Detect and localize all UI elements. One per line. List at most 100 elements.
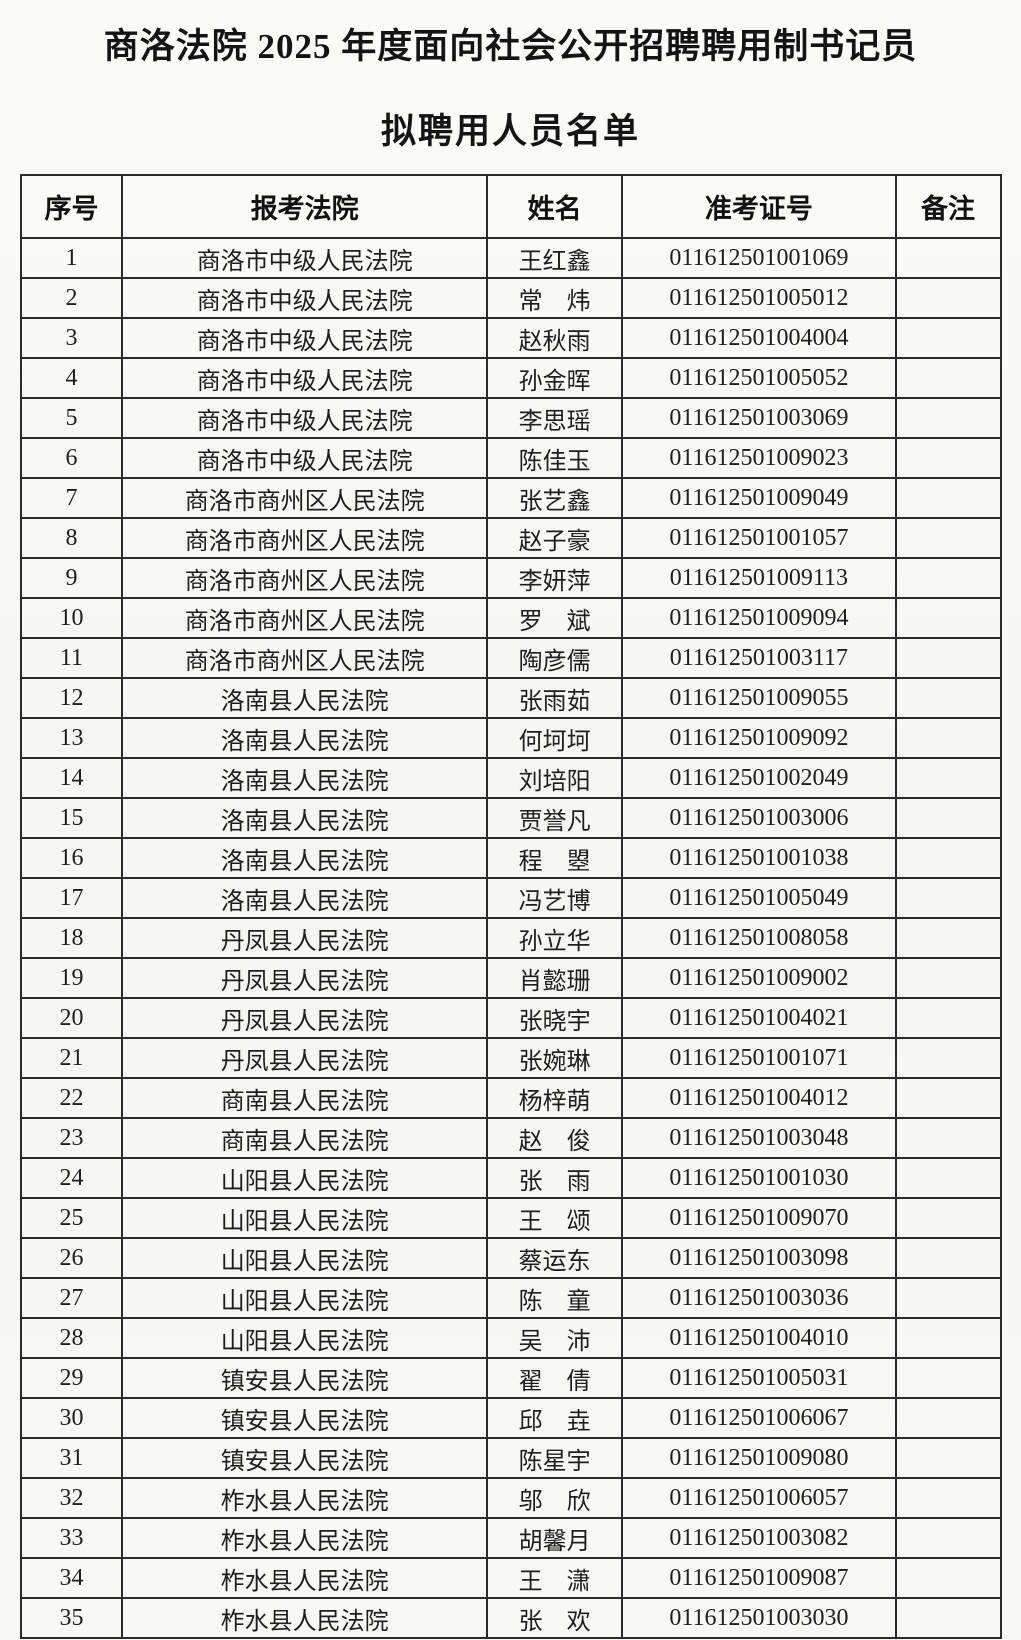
cell-court: 山阳县人民法院 — [121, 1157, 488, 1199]
cell-ticket: 011612501009113 — [621, 557, 897, 599]
cell-ticket: 011612501005031 — [621, 1357, 897, 1399]
cell-court: 山阳县人民法院 — [121, 1237, 488, 1279]
cell-name: 张 欢 — [485, 1597, 624, 1639]
cell-name: 孙金晖 — [485, 357, 624, 399]
cell-court: 洛南县人民法院 — [121, 717, 488, 759]
cell-name: 邱 垚 — [485, 1397, 624, 1439]
cell-court: 山阳县人民法院 — [121, 1197, 488, 1239]
cell-court: 柞水县人民法院 — [121, 1477, 488, 1519]
cell-note — [894, 997, 1002, 1039]
cell-court: 洛南县人民法院 — [121, 797, 488, 839]
cell-no: 4 — [19, 357, 124, 399]
cell-name: 冯艺博 — [485, 877, 624, 919]
cell-ticket: 011612501005012 — [621, 277, 897, 319]
cell-name: 王 潇 — [485, 1557, 624, 1599]
cell-name: 陈星宇 — [485, 1437, 624, 1479]
cell-ticket: 011612501005052 — [621, 357, 897, 399]
table-row: 8 商洛市商州区人民法院 赵子豪 011612501001057 — [19, 517, 1002, 559]
header-row: 序号 报考法院 姓名 准考证号 备注 — [19, 174, 1002, 239]
cell-name: 刘培阳 — [485, 757, 624, 799]
table-row: 6 商洛市中级人民法院 陈佳玉 011612501009023 — [19, 437, 1002, 479]
cell-ticket: 011612501003098 — [621, 1237, 897, 1279]
table-row: 7 商洛市商州区人民法院 张艺鑫 011612501009049 — [19, 477, 1002, 519]
cell-note — [894, 597, 1002, 639]
cell-ticket: 011612501009080 — [621, 1437, 897, 1479]
table-row: 26 山阳县人民法院 蔡运东 011612501003098 — [19, 1237, 1002, 1279]
cell-no: 17 — [19, 877, 124, 919]
cell-name: 李妍萍 — [485, 557, 624, 599]
cell-name: 张艺鑫 — [485, 477, 624, 519]
cell-no: 18 — [19, 917, 124, 959]
cell-no: 31 — [19, 1437, 124, 1479]
cell-no: 6 — [19, 437, 124, 479]
cell-court: 洛南县人民法院 — [121, 677, 488, 719]
cell-ticket: 011612501009002 — [621, 957, 897, 999]
cell-name: 邬 欣 — [485, 1477, 624, 1519]
cell-note — [894, 637, 1002, 679]
cell-no: 10 — [19, 597, 124, 639]
cell-no: 23 — [19, 1117, 124, 1159]
cell-note — [894, 957, 1002, 999]
cell-note — [894, 1517, 1002, 1559]
cell-no: 32 — [19, 1477, 124, 1519]
cell-no: 16 — [19, 837, 124, 879]
cell-no: 22 — [19, 1077, 124, 1119]
cell-note — [894, 1157, 1002, 1199]
table-row: 34 柞水县人民法院王 潇 011612501009087 — [19, 1557, 1002, 1599]
cell-ticket: 011612501003030 — [621, 1597, 897, 1639]
table-row: 30 镇安县人民法院邱 垚 011612501006067 — [19, 1397, 1002, 1439]
cell-no: 35 — [19, 1597, 124, 1639]
table-row: 5 商洛市中级人民法院 李思瑶 011612501003069 — [19, 397, 1002, 439]
cell-ticket: 011612501009055 — [621, 677, 897, 719]
cell-ticket: 011612501004012 — [621, 1077, 897, 1119]
table-row: 22 商南县人民法院 杨梓萌 011612501004012 — [19, 1077, 1002, 1119]
table-row: 14 洛南县人民法院 刘培阳 011612501002049 — [19, 757, 1002, 799]
cell-no: 5 — [19, 397, 124, 439]
cell-name: 吴 沛 — [485, 1317, 624, 1359]
cell-name: 张晓宇 — [485, 997, 624, 1039]
cell-name: 贾誉凡 — [485, 797, 624, 839]
cell-ticket: 011612501001071 — [621, 1037, 897, 1079]
cell-court: 镇安县人民法院 — [121, 1357, 488, 1399]
cell-note — [894, 677, 1002, 719]
table-row: 12 洛南县人民法院 张雨茹 011612501009055 — [19, 677, 1002, 719]
cell-no: 12 — [19, 677, 124, 719]
cell-court: 柞水县人民法院 — [121, 1597, 488, 1639]
roster-table: 序号 报考法院 姓名 准考证号 备注 1 商洛市中级人民法院 王红鑫 01161250… — [19, 174, 1002, 1639]
cell-court: 山阳县人民法院 — [121, 1317, 488, 1359]
cell-note — [894, 357, 1002, 399]
table-row: 18 丹凤县人民法院 孙立华 011612501008058 — [19, 917, 1002, 959]
cell-court: 丹凤县人民法院 — [121, 917, 488, 959]
cell-note — [894, 717, 1002, 759]
cell-name: 罗 斌 — [485, 597, 624, 639]
table-row: 19 丹凤县人民法院 肖懿珊 011612501009002 — [19, 957, 1002, 999]
header-cell-note: 备注 — [894, 174, 1002, 239]
cell-note — [894, 877, 1002, 919]
cell-note — [894, 1357, 1002, 1399]
header-cell-court: 报考法院 — [121, 174, 488, 239]
cell-ticket: 011612501009049 — [621, 477, 897, 519]
cell-name: 赵子豪 — [485, 517, 624, 559]
cell-ticket: 011612501003117 — [621, 637, 897, 679]
cell-no: 21 — [19, 1037, 124, 1079]
cell-name: 胡馨月 — [485, 1517, 624, 1559]
table-row: 3 商洛市中级人民法院 赵秋雨 011612501004004 — [19, 317, 1002, 359]
cell-note — [894, 557, 1002, 599]
table-row: 2 商洛市中级人民法院常 炜 011612501005012 — [19, 277, 1002, 319]
cell-ticket: 011612501001038 — [621, 837, 897, 879]
table-row: 11 商洛市商州区人民法院 陶彦儒 011612501003117 — [19, 637, 1002, 679]
header-cell-no: 序号 — [19, 174, 124, 239]
cell-no: 19 — [19, 957, 124, 999]
cell-note — [894, 1037, 1002, 1079]
page-subtitle: 拟聘用人员名单 — [380, 112, 640, 151]
cell-name: 赵秋雨 — [485, 317, 624, 359]
cell-no: 25 — [19, 1197, 124, 1239]
cell-no: 29 — [19, 1357, 124, 1399]
cell-note — [894, 277, 1002, 319]
cell-no: 13 — [19, 717, 124, 759]
page-title: 商洛法院 2025 年度面向社会公开招聘聘用制书记员 — [103, 27, 918, 66]
cell-note — [894, 397, 1002, 439]
cell-no: 28 — [19, 1317, 124, 1359]
cell-note — [894, 1477, 1002, 1519]
cell-name: 翟 倩 — [485, 1357, 624, 1399]
